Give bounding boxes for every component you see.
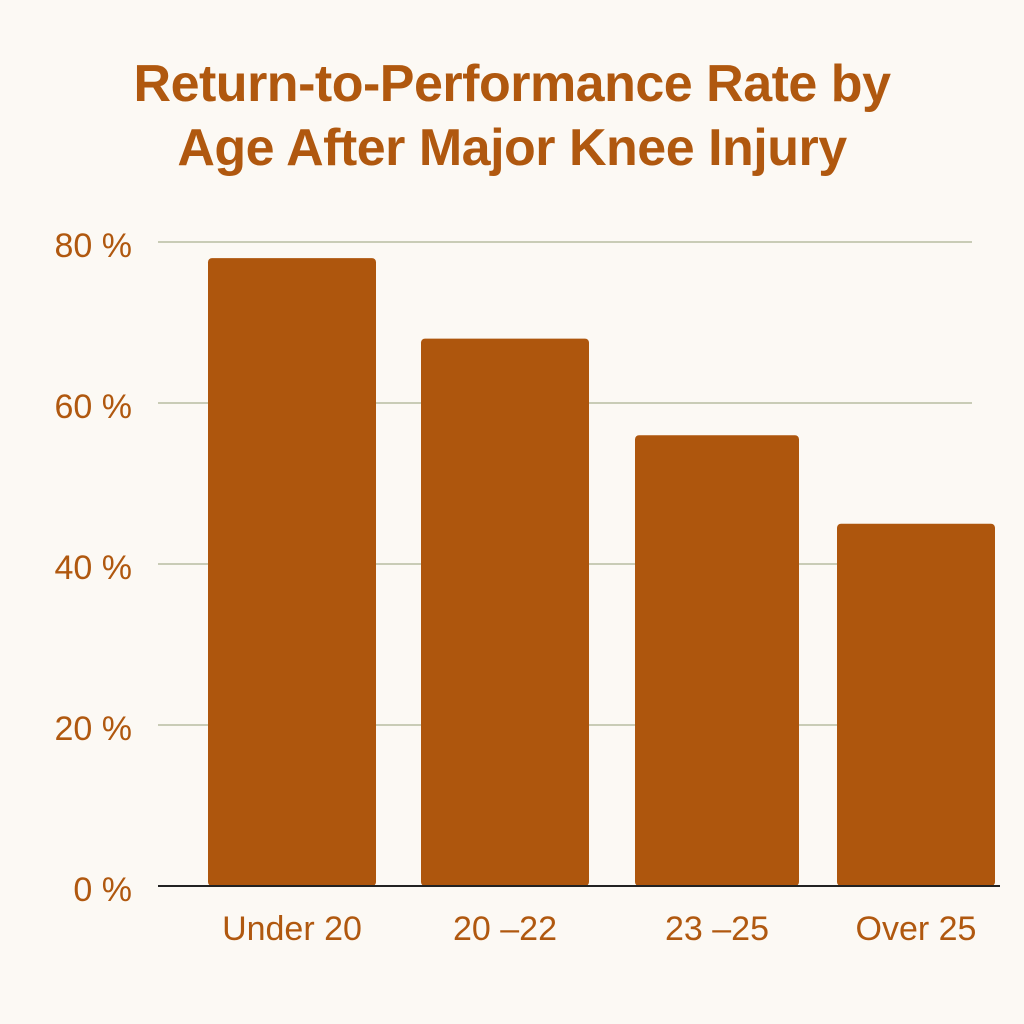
y-tick-label: 40 % xyxy=(55,549,133,587)
y-tick-label: 60 % xyxy=(55,388,133,426)
bar xyxy=(208,258,376,887)
bar xyxy=(635,435,799,886)
y-tick-label: 20 % xyxy=(55,710,133,748)
bar xyxy=(837,523,995,886)
x-tick-label: 23 –25 xyxy=(665,910,769,948)
x-tick-label: Over 25 xyxy=(856,910,977,948)
y-tick-label: 80 % xyxy=(55,227,133,265)
chart-title: Return-to-Performance Rate by Age After … xyxy=(0,52,1024,180)
y-tick-label: 0 % xyxy=(73,871,132,909)
bar xyxy=(421,338,589,887)
chart-title-line-2: Age After Major Knee Injury xyxy=(177,119,847,177)
x-tick-label: Under 20 xyxy=(222,910,362,948)
x-tick-label: 20 –22 xyxy=(453,910,557,948)
chart-title-line-1: Return-to-Performance Rate by xyxy=(133,55,891,113)
